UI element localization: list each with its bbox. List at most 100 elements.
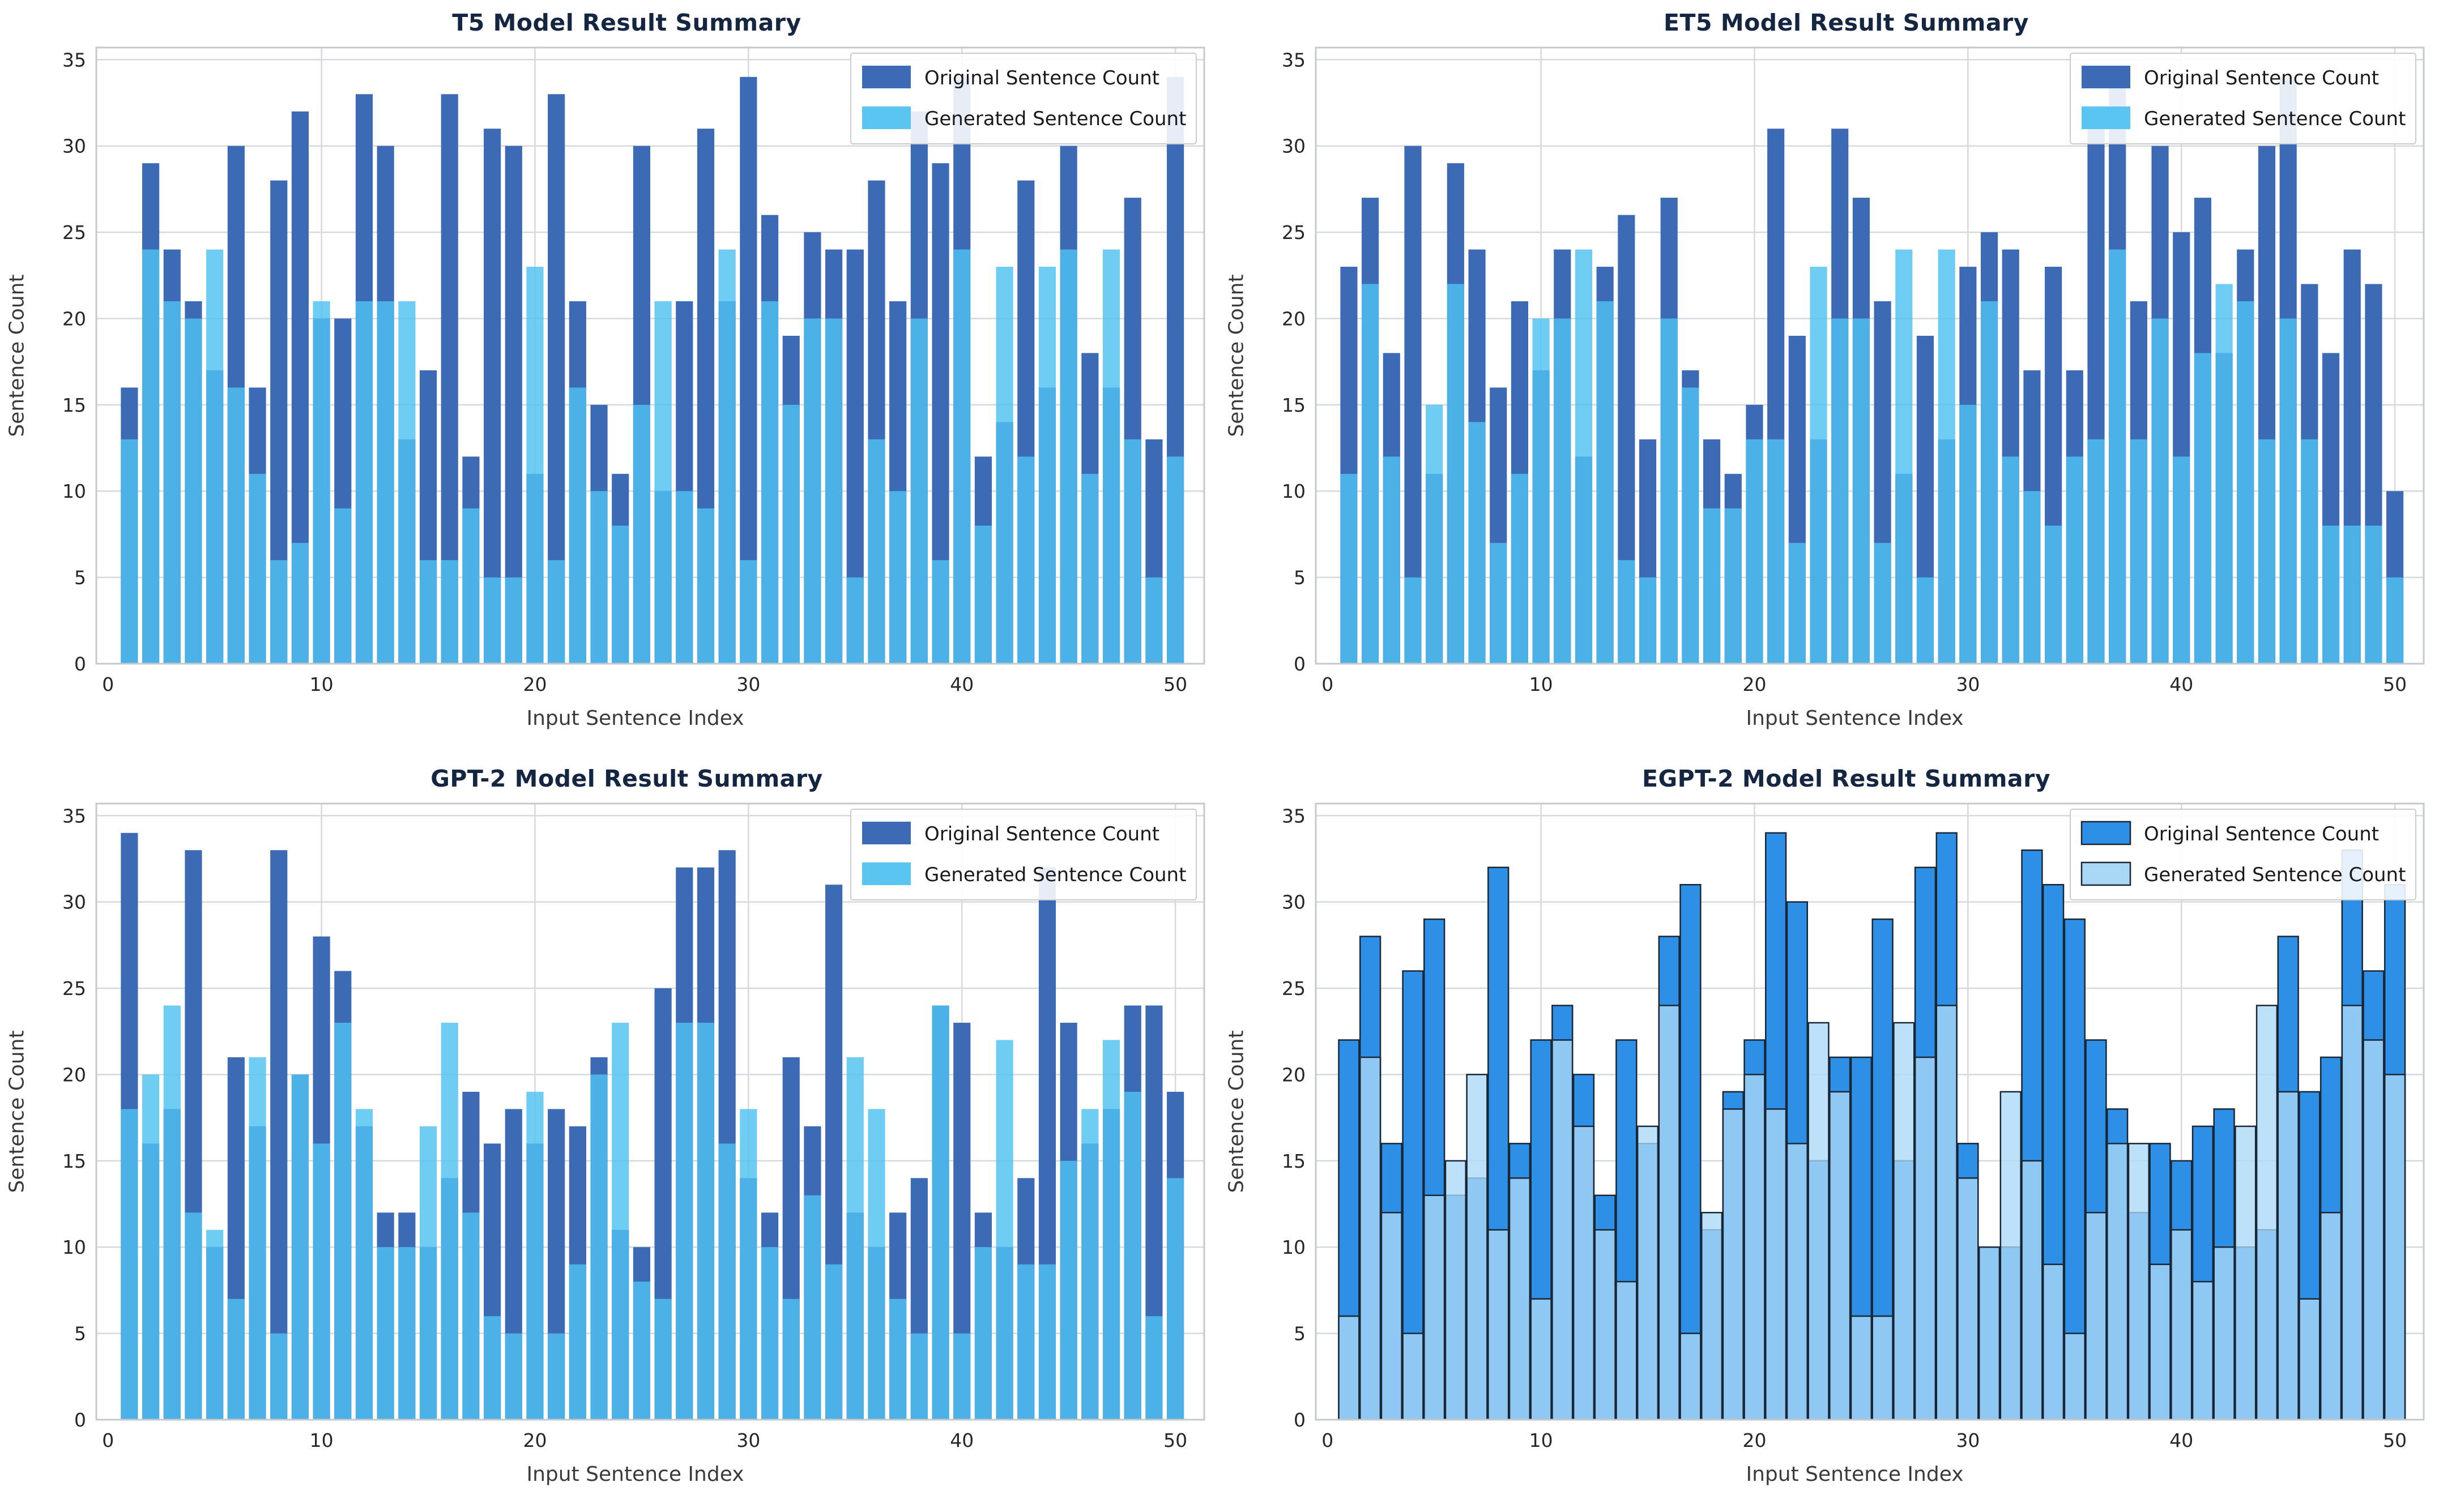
chart-title-et5: ET5 Model Result Summary (1664, 9, 2029, 36)
legend-label: Generated Sentence Count (924, 864, 1186, 886)
bar-generated (932, 1005, 949, 1420)
x-tick-label: 40 (950, 673, 974, 695)
bar-generated (1508, 1177, 1531, 1421)
y-tick-label: 35 (62, 49, 86, 71)
bar-generated (2130, 439, 2147, 664)
bar-generated (2383, 1074, 2406, 1421)
chart-title-gpt2: GPT-2 Model Result Summary (430, 765, 823, 792)
bar-generated (846, 577, 864, 664)
x-tick-label: 20 (1742, 673, 1766, 695)
bar-generated (825, 1264, 843, 1420)
bar-generated (740, 1109, 757, 1420)
bar-generated (462, 1212, 480, 1420)
x-tick-label: 10 (310, 673, 334, 695)
bar-generated (2173, 456, 2190, 664)
bar-generated (2213, 1246, 2235, 1421)
y-tick-label: 0 (1294, 653, 1306, 675)
bar-generated (654, 1299, 672, 1420)
legend-box (2070, 809, 2416, 900)
legend-swatch-original (862, 66, 911, 88)
bar-generated (1660, 318, 1678, 664)
y-tick-label: 25 (62, 977, 86, 1000)
bar-generated (2322, 526, 2340, 664)
bar-generated (996, 1040, 1013, 1420)
bar-generated (291, 543, 309, 664)
bar-generated (1594, 1229, 1616, 1421)
bar-generated (1957, 1177, 1979, 1421)
bar-generated (185, 1212, 202, 1420)
bar-generated (1017, 1264, 1035, 1420)
bar-generated (2215, 284, 2233, 664)
bar-generated (2021, 1160, 2043, 1421)
legend-label: Original Sentence Count (924, 823, 1159, 845)
bar-generated (1786, 1143, 1809, 1421)
bar-generated (2066, 456, 2083, 664)
bar-generated (782, 1299, 800, 1420)
legend-box (850, 53, 1197, 144)
bar-generated (1145, 1316, 1163, 1420)
bar-generated (1554, 318, 1571, 664)
bar-generated (889, 1299, 907, 1420)
bar-generated (996, 267, 1013, 664)
legend-swatch-original (862, 822, 911, 844)
legend-label: Generated Sentence Count (924, 108, 1186, 130)
bar-generated (249, 473, 266, 664)
legend-swatch-generated (2080, 861, 2131, 886)
bar-generated (2301, 439, 2318, 664)
bar-generated (206, 249, 224, 664)
x-tick-label: 50 (2383, 673, 2407, 695)
bar-generated (2151, 318, 2169, 664)
bar-generated (2343, 526, 2361, 664)
legend-label: Generated Sentence Count (2144, 108, 2406, 130)
legend-swatch-generated (862, 106, 911, 129)
legend-box (850, 809, 1197, 900)
bar-generated (1810, 267, 1827, 664)
bar-generated (206, 1229, 224, 1420)
bar-generated (163, 301, 181, 664)
legend: Original Sentence Count Generated Sentenc… (2070, 809, 2416, 900)
bar-generated (1938, 249, 1955, 664)
y-tick-label: 5 (74, 1323, 86, 1345)
plot-area-t5: 0 5 10 15 20 25 30 35 0 10 20 30 40 50 Original Senten… (62, 46, 1205, 695)
bar-generated (2277, 1091, 2299, 1421)
y-tick-label: 5 (1294, 567, 1306, 589)
bar-generated (526, 1091, 544, 1420)
bar-generated (2191, 1280, 2214, 1421)
bar-generated (1596, 301, 1614, 664)
y-tick-label: 30 (62, 135, 86, 157)
bar-generated (910, 1333, 928, 1420)
bar-generated (1124, 439, 1141, 664)
x-tick-label: 20 (523, 1429, 547, 1451)
y-tick-label: 15 (62, 1150, 86, 1172)
bar-generated (1487, 1229, 1510, 1421)
bar-generated (2107, 1143, 2129, 1421)
bar-generated (1895, 249, 1913, 664)
x-tick-label: 10 (1529, 673, 1553, 695)
bar-generated (1658, 1005, 1680, 1421)
bar-generated (270, 1333, 288, 1420)
x-axis-label: Input Sentence Index (526, 707, 744, 730)
bar-generated (1511, 473, 1528, 664)
bar-generated (2299, 1298, 2321, 1421)
bar-generated (121, 1109, 138, 1420)
bar-generated (1980, 301, 1998, 664)
bar-generated (1340, 473, 1358, 664)
bar-generated (1402, 1332, 1424, 1421)
bar-generated (1383, 456, 1400, 664)
bar-generated (889, 491, 907, 664)
bar-generated (1700, 1212, 1723, 1421)
bar-generated (654, 301, 672, 664)
bar-generated (1038, 1264, 1056, 1420)
bar-generated (441, 560, 458, 664)
bar-generated (804, 318, 821, 664)
bar-generated (548, 560, 565, 664)
bar-generated (1852, 318, 1870, 664)
y-tick-label: 30 (62, 891, 86, 913)
bar-generated (761, 301, 779, 664)
bar-generated (1724, 508, 1742, 664)
bar-generated (910, 318, 928, 664)
bar-generated (2237, 301, 2254, 664)
y-tick-label: 15 (62, 394, 86, 416)
bar-generated (868, 439, 885, 664)
